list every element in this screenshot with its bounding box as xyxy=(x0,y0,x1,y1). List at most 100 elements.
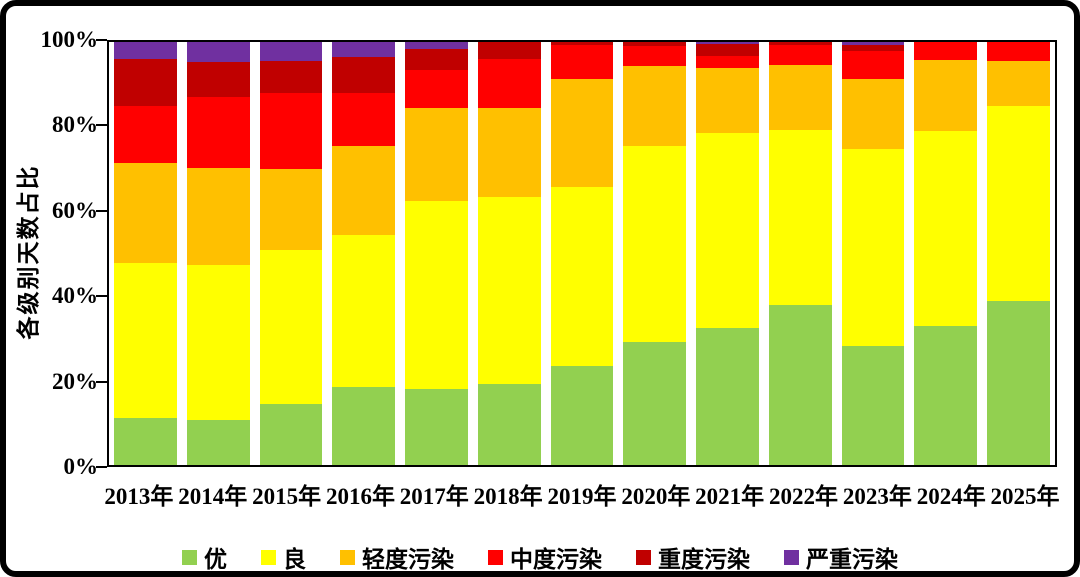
y-axis-tick xyxy=(96,209,107,212)
bar-segment-中度污染 xyxy=(550,45,614,80)
bar-segment-轻度污染 xyxy=(332,146,396,236)
y-axis-tick xyxy=(96,124,107,127)
bar-segment-轻度污染 xyxy=(114,163,177,264)
bar-2015年 xyxy=(255,42,328,465)
bar-segment-严重污染 xyxy=(186,42,250,62)
x-label-2021年: 2021年 xyxy=(695,484,765,509)
bar-segment-重度污染 xyxy=(768,42,832,45)
bar-segment-严重污染 xyxy=(405,42,468,49)
y-tick-label-20%: 20% xyxy=(52,368,98,394)
x-label-2015年: 2015年 xyxy=(252,484,322,509)
bar-2023年 xyxy=(837,42,910,465)
y-tick-label-40%: 40% xyxy=(52,283,98,309)
legend-item-中度污染: 中度污染 xyxy=(488,540,602,574)
legend-label: 重度污染 xyxy=(658,547,750,572)
bar-segment-优 xyxy=(696,327,759,465)
bar-segment-优 xyxy=(332,387,396,465)
bar-segment-优 xyxy=(477,383,541,465)
legend-label: 严重污染 xyxy=(806,547,898,572)
legend-label: 优 xyxy=(204,547,227,572)
bar-segment-严重污染 xyxy=(259,42,323,61)
bar-2024年 xyxy=(909,42,982,465)
bar-segment-重度污染 xyxy=(477,42,541,60)
x-label-2014年: 2014年 xyxy=(178,484,248,509)
bar-segment-轻度污染 xyxy=(623,66,687,147)
bar-segment-重度污染 xyxy=(259,60,323,94)
bar-segment-优 xyxy=(259,403,323,465)
bar-segment-中度污染 xyxy=(477,59,541,109)
x-label-2023年: 2023年 xyxy=(842,484,912,509)
bar-segment-优 xyxy=(186,420,250,465)
bar-segment-重度污染 xyxy=(114,58,177,107)
x-label-2022年: 2022年 xyxy=(769,484,839,509)
bar-segment-良 xyxy=(332,235,396,388)
bar-2016年 xyxy=(327,42,400,465)
bar-segment-优 xyxy=(987,301,1050,465)
bar-segment-轻度污染 xyxy=(259,169,323,251)
y-tick-label-0%: 0% xyxy=(63,454,99,479)
x-label-2024年: 2024年 xyxy=(916,484,986,509)
y-axis-tick xyxy=(96,466,107,468)
y-axis-tick xyxy=(96,295,107,298)
bar-2021年 xyxy=(691,42,764,465)
x-label-2017年: 2017年 xyxy=(399,484,469,509)
x-label-2025年: 2025年 xyxy=(990,484,1060,509)
bar-segment-优 xyxy=(405,388,468,465)
x-label-2016年: 2016年 xyxy=(325,484,395,509)
bar-segment-中度污染 xyxy=(987,42,1050,62)
bar-segment-良 xyxy=(696,132,759,328)
bar-segment-优 xyxy=(623,342,687,465)
bar-segment-优 xyxy=(841,345,905,465)
bar-segment-优 xyxy=(114,417,177,465)
bar-segment-轻度污染 xyxy=(550,79,614,188)
bar-segment-中度污染 xyxy=(768,44,832,66)
y-axis-tick xyxy=(96,380,107,383)
bar-segment-中度污染 xyxy=(696,55,759,68)
bar-segment-良 xyxy=(623,146,687,343)
bar-segment-良 xyxy=(550,187,614,366)
legend-item-优: 优 xyxy=(182,540,227,574)
x-label-2019年: 2019年 xyxy=(547,484,617,509)
bar-segment-优 xyxy=(550,365,614,465)
legend: 优 良 轻度污染 中度污染 重度污染 严重污染 xyxy=(0,540,1080,574)
bar-segment-中度污染 xyxy=(841,51,905,80)
bar-2020年 xyxy=(618,42,691,465)
bar-2017年 xyxy=(400,42,473,465)
y-axis-title: 各级别天数占比 xyxy=(16,164,41,340)
bar-segment-严重污染 xyxy=(332,42,396,57)
bar-segment-优 xyxy=(914,325,978,465)
bar-2018年 xyxy=(473,42,546,465)
bar-segment-良 xyxy=(114,263,177,418)
bar-segment-中度污染 xyxy=(332,93,396,147)
bar-segment-轻度污染 xyxy=(477,108,541,198)
x-axis: 2013年 2014年 2015年 2016年 2017年 2018年 2019年 2020年… xyxy=(102,477,1062,511)
bar-segment-优 xyxy=(768,304,832,465)
bar-segment-中度污染 xyxy=(914,42,978,60)
bar-segment-良 xyxy=(186,264,250,421)
y-tick-label-80%: 80% xyxy=(52,112,98,138)
bar-segment-良 xyxy=(841,149,905,346)
legend-item-良: 良 xyxy=(261,540,306,574)
legend-swatch-icon xyxy=(636,549,651,565)
bar-segment-轻度污染 xyxy=(841,79,905,150)
bar-2019年 xyxy=(546,42,619,465)
bar-segment-中度污染 xyxy=(623,46,687,67)
bar-segment-轻度污染 xyxy=(768,65,832,130)
bar-segment-良 xyxy=(914,131,978,326)
legend-item-重度污染: 重度污染 xyxy=(636,540,750,574)
bar-segment-轻度污染 xyxy=(186,167,250,265)
bar-segment-严重污染 xyxy=(114,42,177,59)
bar-segment-重度污染 xyxy=(332,56,396,94)
bar-segment-良 xyxy=(405,200,468,389)
bar-segment-严重污染 xyxy=(841,42,905,45)
bar-segment-轻度污染 xyxy=(405,108,468,201)
bar-2025年 xyxy=(982,42,1055,465)
plot-area xyxy=(107,40,1057,467)
bar-segment-重度污染 xyxy=(696,44,759,56)
legend-label: 中度污染 xyxy=(510,547,602,572)
bar-2014年 xyxy=(182,42,255,465)
bar-segment-轻度污染 xyxy=(914,59,978,132)
y-tick-label-60%: 60% xyxy=(52,197,98,223)
bar-segment-良 xyxy=(987,105,1050,302)
